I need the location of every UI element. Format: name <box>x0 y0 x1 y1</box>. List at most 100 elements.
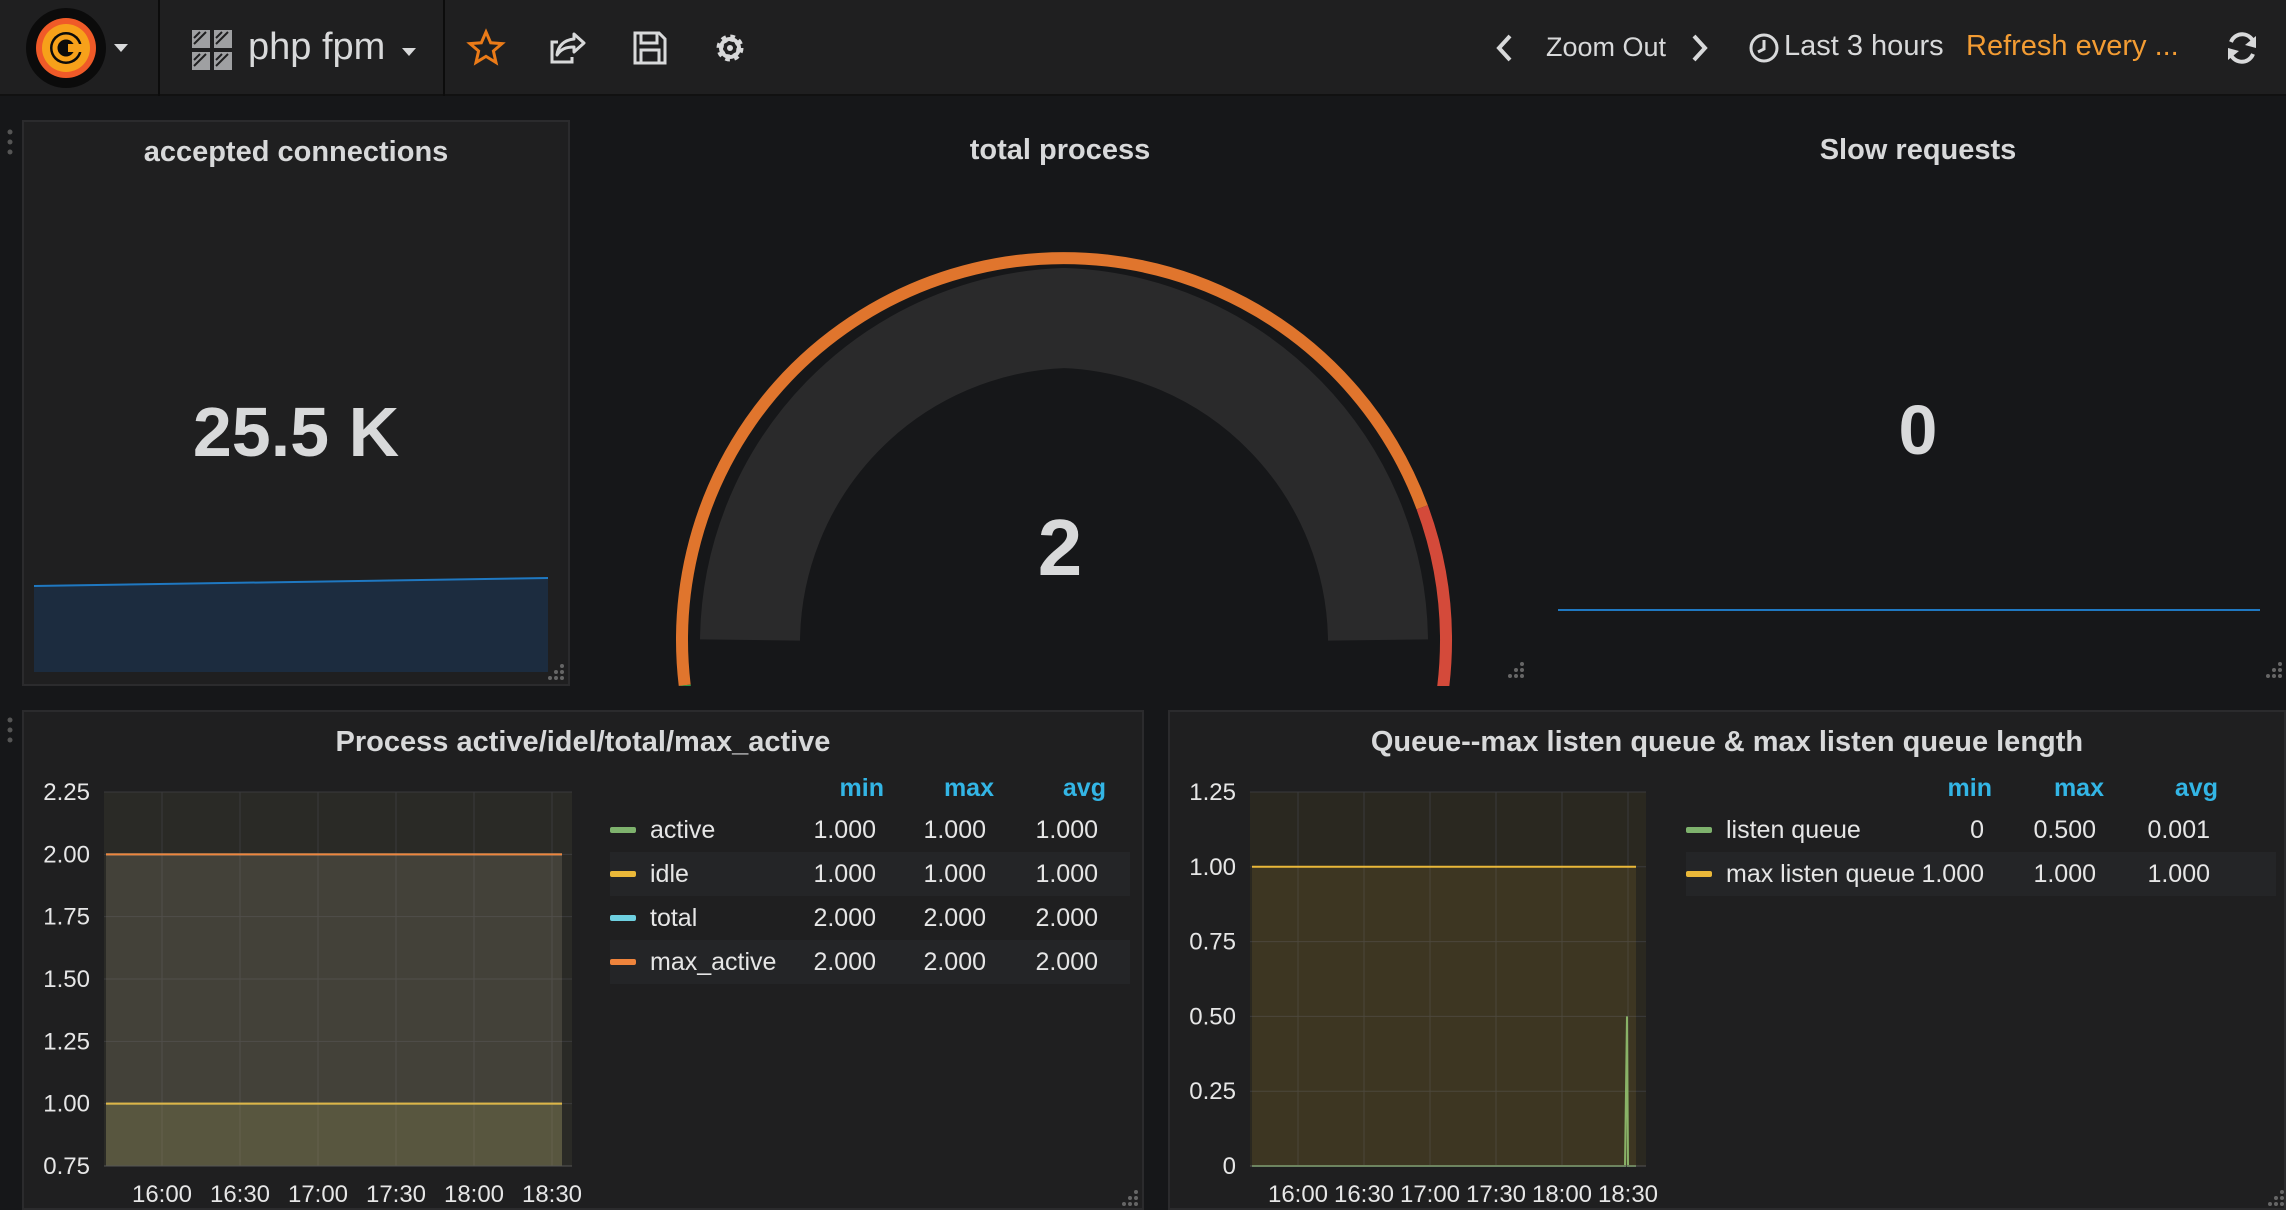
y-tick-label: 0 <box>1223 1153 1236 1180</box>
chevron-right-icon[interactable] <box>1684 28 1714 68</box>
legend-swatch[interactable] <box>610 959 636 965</box>
y-tick-label: 2.00 <box>43 841 90 868</box>
stat-value: 0 <box>1898 391 1938 469</box>
clock-icon <box>1749 33 1779 63</box>
share-icon[interactable] <box>548 28 588 68</box>
grid-icon <box>192 30 232 70</box>
legend-avg: 1.000 <box>2147 860 2210 888</box>
grafana-logo-icon[interactable] <box>26 8 106 88</box>
panel-title[interactable]: Queue--max listen queue & max listen que… <box>1370 726 2084 758</box>
legend-table: min max avg listen queue 0 0.500 0.001 m… <box>1686 774 2276 896</box>
sparkline <box>1558 609 2260 611</box>
legend-series-name[interactable]: listen queue <box>1726 816 1861 844</box>
legend-max: 2.000 <box>923 904 986 932</box>
sparkline-line <box>34 577 549 587</box>
queue-graph-panel: Queue--max listen queue & max listen que… <box>1168 710 2286 1210</box>
legend-series-name[interactable]: max listen queue <box>1726 860 1916 888</box>
legend-row-active[interactable]: active 1.000 1.000 1.000 <box>610 808 1130 852</box>
plot-area <box>1250 792 1646 1166</box>
resize-handle-icon[interactable] <box>2264 1186 2286 1208</box>
gauge-threshold-orange <box>676 252 1428 686</box>
legend-swatch[interactable] <box>610 827 636 833</box>
legend-min: 1.000 <box>1921 860 1984 888</box>
legend-min: 0 <box>1970 816 1984 844</box>
resize-handle-icon[interactable] <box>2262 658 2284 680</box>
legend-series-name[interactable]: max_active <box>650 948 777 976</box>
legend-swatch[interactable] <box>1686 827 1712 833</box>
series-area-active <box>106 1103 562 1166</box>
queue-line-chart[interactable]: 1.25 1.00 0.75 0.50 0.25 0 16:00 16:30 17:00 17:3… <box>1170 760 1670 1210</box>
gauge-track <box>700 267 1428 642</box>
panel-title[interactable]: total process <box>969 134 1151 166</box>
legend-header-max[interactable]: max <box>943 774 994 802</box>
legend-row-total[interactable]: total 2.000 2.000 2.000 <box>610 896 1130 940</box>
legend-row-max-listen-queue[interactable]: max listen queue 1.000 1.000 1.000 <box>1686 852 2276 896</box>
app-menu[interactable] <box>0 0 160 96</box>
y-tick-label: 1.50 <box>43 966 90 993</box>
legend-max: 1.000 <box>923 860 986 888</box>
gauge-value: 2 <box>1037 503 1083 592</box>
legend-avg: 2.000 <box>1035 948 1098 976</box>
legend-series-name[interactable]: active <box>650 816 716 844</box>
resize-handle-icon[interactable] <box>1118 1186 1140 1208</box>
x-tick-label: 18:30 <box>522 1181 582 1208</box>
x-tick-label: 17:30 <box>1466 1181 1526 1208</box>
zoom-out-button[interactable]: Zoom Out <box>1546 32 1667 62</box>
legend-swatch[interactable] <box>610 915 636 921</box>
x-tick-label: 17:30 <box>366 1181 426 1208</box>
legend-header-min[interactable]: min <box>839 774 884 802</box>
resize-handle-icon[interactable] <box>544 660 566 682</box>
chevron-down-icon[interactable] <box>402 48 416 56</box>
legend-min: 2.000 <box>813 904 876 932</box>
save-icon[interactable] <box>630 28 670 68</box>
legend-series-name[interactable]: idle <box>650 860 689 888</box>
x-tick-label: 18:00 <box>444 1181 504 1208</box>
process-line-chart[interactable]: 2.25 2.00 1.75 1.50 1.25 1.00 0.75 16:00 16:30 17… <box>24 760 604 1210</box>
legend-min: 1.000 <box>813 860 876 888</box>
y-tick-label: 1.00 <box>1189 854 1236 881</box>
gauge <box>676 252 1452 686</box>
legend-swatch[interactable] <box>1686 871 1712 877</box>
x-tick-label: 16:00 <box>132 1181 192 1208</box>
legend-row-max-active[interactable]: max_active 2.000 2.000 2.000 <box>610 940 1130 984</box>
star-icon[interactable] <box>466 28 506 68</box>
total-process-panel: total process 2 <box>586 120 1534 686</box>
time-range-picker[interactable]: Last 3 hours <box>1784 30 1944 62</box>
slow-requests-panel: Slow requests 0 <box>1550 120 2286 686</box>
process-graph-panel: Process active/idel/total/max_active 2.2… <box>22 710 1144 1210</box>
legend-series-name[interactable]: total <box>650 904 698 932</box>
series-area-idle <box>106 1103 562 1166</box>
y-tick-label: 2.25 <box>43 779 90 806</box>
panel-title[interactable]: Process active/idel/total/max_active <box>335 726 831 758</box>
legend-max: 1.000 <box>2033 860 2096 888</box>
legend-min: 1.000 <box>813 816 876 844</box>
legend-header-avg[interactable]: avg <box>2174 774 2218 802</box>
row-drag-handle[interactable] <box>6 716 14 752</box>
refresh-interval-picker[interactable]: Refresh every ... <box>1966 30 2179 62</box>
resize-handle-icon[interactable] <box>1504 658 1526 680</box>
x-tick-label: 16:30 <box>1334 1181 1394 1208</box>
top-navbar: php fpm Zoom Out Last 3 hours Refresh ev… <box>0 0 2286 96</box>
legend-header-min[interactable]: min <box>1947 774 1992 802</box>
panel-title[interactable]: Slow requests <box>1819 134 2017 166</box>
chevron-left-icon[interactable] <box>1490 28 1520 68</box>
y-tick-label: 1.25 <box>43 1028 90 1055</box>
legend-avg: 2.000 <box>1035 904 1098 932</box>
y-tick-label: 0.50 <box>1189 1003 1236 1030</box>
legend-header-max[interactable]: max <box>2053 774 2104 802</box>
legend-row-idle[interactable]: idle 1.000 1.000 1.000 <box>610 852 1130 896</box>
chevron-down-icon[interactable] <box>114 44 128 52</box>
series-area-total <box>106 854 562 1166</box>
legend-row-listen-queue[interactable]: listen queue 0 0.500 0.001 <box>1686 808 2276 852</box>
row-drag-handle[interactable] <box>6 128 14 164</box>
legend-avg: 1.000 <box>1035 860 1098 888</box>
gauge-threshold-red <box>1416 505 1452 686</box>
gear-icon[interactable] <box>710 28 750 68</box>
legend-table: min max avg active 1.000 1.000 1.000 idl… <box>610 774 1156 984</box>
legend-header-avg[interactable]: avg <box>1062 774 1106 802</box>
refresh-icon[interactable] <box>2224 28 2260 68</box>
panel-title[interactable]: accepted connections <box>143 136 449 168</box>
y-tick-label: 0.25 <box>1189 1078 1236 1105</box>
dashboard-picker[interactable]: php fpm <box>160 0 445 96</box>
legend-swatch[interactable] <box>610 871 636 877</box>
